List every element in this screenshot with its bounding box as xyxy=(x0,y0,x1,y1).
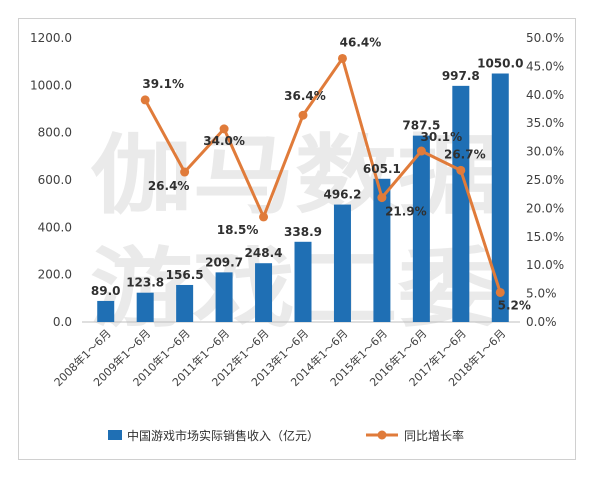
y-axis-right: 0.0% 5.0% 10.0% 15.0% 20.0% 25.0% 30.0% 35.0% 40… xyxy=(526,31,564,329)
y-right-tick-label: 30.0% xyxy=(526,145,564,159)
line-data-label: 21.9% xyxy=(385,205,427,219)
line-data-label: 36.4% xyxy=(284,89,326,103)
y-left-tick-label: 0.0 xyxy=(53,315,72,329)
y-left-tick-label: 1000.0 xyxy=(30,78,72,92)
line-data-labels: 39.1% 26.4% 34.0% 18.5% 36.4% 46.4% 21.9% 30.1%… xyxy=(142,35,531,312)
bar xyxy=(452,85,470,322)
bar-data-label: 1050.0 xyxy=(477,57,523,71)
bar xyxy=(136,292,154,322)
bar xyxy=(97,300,115,322)
bar-data-label: 123.8 xyxy=(126,276,164,290)
y-left-tick-label: 800.0 xyxy=(38,126,72,140)
bar-data-label: 338.9 xyxy=(284,225,322,239)
line-point xyxy=(219,124,229,134)
bar xyxy=(255,263,273,322)
legend-bar-swatch xyxy=(108,430,122,440)
legend-line-label: 同比增长率 xyxy=(404,428,464,443)
y-right-tick-label: 20.0% xyxy=(526,201,564,215)
legend: 中国游戏市场实际销售收入（亿元） 同比增长率 xyxy=(108,428,464,443)
line-data-label: 30.1% xyxy=(421,130,463,144)
line-point xyxy=(456,165,466,175)
y-right-tick-label: 15.0% xyxy=(526,230,564,244)
legend-bar-label: 中国游戏市场实际销售收入（亿元） xyxy=(127,428,319,443)
bar-series xyxy=(97,73,509,322)
line-data-label: 18.5% xyxy=(217,223,259,237)
line-point xyxy=(180,167,190,177)
line-data-label: 26.4% xyxy=(148,179,190,193)
y-axis-left: 0.0 200.0 400.0 600.0 800.0 1000.0 1200.0 xyxy=(30,31,72,329)
bar xyxy=(215,272,233,322)
watermark-line-1: 伽马数据 xyxy=(90,126,500,226)
bar-data-label: 496.2 xyxy=(323,188,361,202)
line-data-label: 46.4% xyxy=(340,35,382,49)
line-point xyxy=(377,193,387,203)
line-point xyxy=(416,146,426,156)
bar-data-label: 997.8 xyxy=(442,69,480,83)
legend-line-marker xyxy=(377,430,387,440)
line-data-label: 26.7% xyxy=(444,147,486,161)
bar xyxy=(294,241,312,322)
bar-data-label: 89.0 xyxy=(91,284,121,298)
line-point xyxy=(298,110,308,120)
line-series xyxy=(140,53,505,297)
y-right-tick-label: 25.0% xyxy=(526,173,564,187)
bar xyxy=(333,204,351,322)
y-left-tick-label: 600.0 xyxy=(38,173,72,187)
bar xyxy=(176,284,194,322)
y-left-tick-label: 1200.0 xyxy=(30,31,72,45)
line-data-label: 34.0% xyxy=(203,134,245,148)
growth-line xyxy=(143,56,502,293)
bar xyxy=(373,178,391,322)
line-point xyxy=(495,287,505,297)
y-right-tick-label: 50.0% xyxy=(526,31,564,45)
y-right-tick-label: 45.0% xyxy=(526,59,564,73)
bar-data-label: 156.5 xyxy=(166,268,204,282)
y-right-tick-label: 5.0% xyxy=(526,287,557,301)
y-right-tick-label: 35.0% xyxy=(526,116,564,130)
bar xyxy=(491,73,509,322)
bar-data-label: 787.5 xyxy=(402,119,440,133)
y-left-tick-label: 400.0 xyxy=(38,220,72,234)
y-right-tick-label: 10.0% xyxy=(526,258,564,272)
y-left-tick-label: 200.0 xyxy=(38,268,72,282)
bar-data-label: 209.7 xyxy=(205,255,243,269)
line-data-label: 39.1% xyxy=(142,77,184,91)
line-point xyxy=(140,95,150,105)
bar xyxy=(412,135,430,322)
bar-data-label: 605.1 xyxy=(363,162,401,176)
bar-data-label: 248.4 xyxy=(245,246,283,260)
line-data-label: 5.2% xyxy=(498,298,531,312)
line-point xyxy=(337,53,347,63)
y-right-tick-label: 40.0% xyxy=(526,88,564,102)
line-point xyxy=(259,212,269,222)
y-right-tick-label: 0.0% xyxy=(526,315,557,329)
